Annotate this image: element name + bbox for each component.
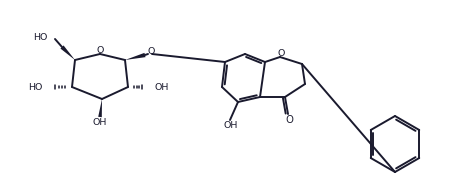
Polygon shape (98, 99, 102, 117)
Polygon shape (125, 53, 146, 60)
Polygon shape (61, 46, 75, 60)
Text: OH: OH (155, 83, 169, 92)
Text: O: O (278, 49, 285, 58)
Text: OH: OH (224, 121, 238, 130)
Text: OH: OH (93, 118, 107, 127)
Text: O: O (96, 46, 104, 55)
Text: HO: HO (32, 33, 47, 42)
Text: HO: HO (28, 83, 42, 92)
Text: O: O (285, 115, 293, 125)
Text: O: O (147, 47, 155, 56)
